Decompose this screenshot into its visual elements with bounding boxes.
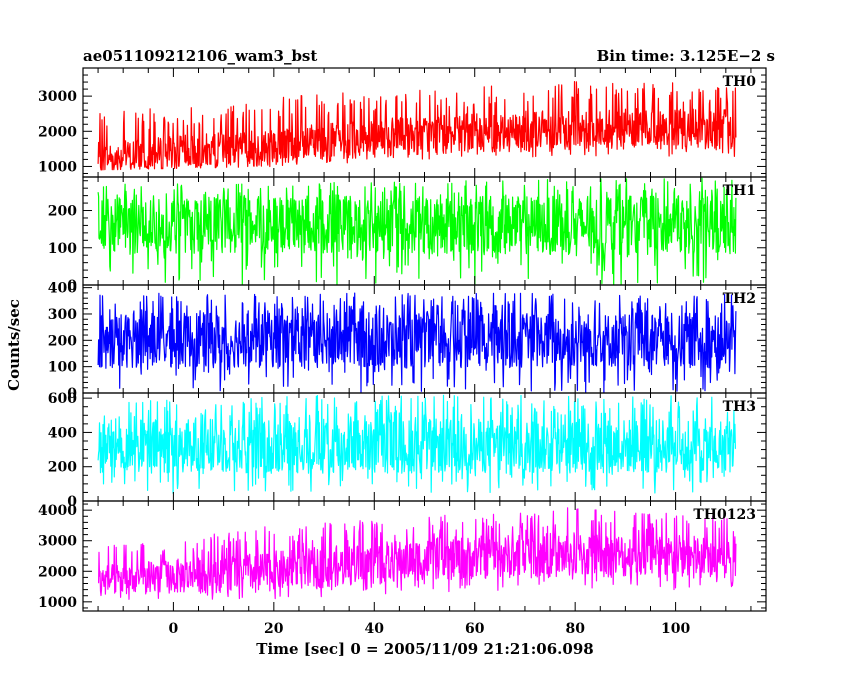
series-th1-line [97,177,737,286]
panel-th3: 0 200 400 600 TH3 [48,391,767,510]
y-tick-label: 2000 [38,124,77,140]
panel-label-th2: TH2 [723,291,756,307]
figure-title: ae051109212106_wam3_bst [83,47,317,65]
series-th3-line [97,394,737,494]
y-tick-label: 2000 [38,564,77,580]
panel-th0123: 1000 2000 3000 4000 TH0123 [38,500,767,612]
panel-th2: 0 100 200 300 400 TH2 [48,281,767,402]
panel-label-th3: TH3 [723,399,756,415]
y-tick-label: 0 [67,386,77,402]
bin-time-label: Bin time: 3.125E−2 s [597,47,775,65]
y-tick-label: 100 [48,241,77,257]
y-tick-label: 100 [48,360,77,376]
panel-th1: 0 100 200 TH1 [48,176,767,294]
y-tick-label: 3000 [38,89,77,105]
y-tick-label: 200 [48,204,77,220]
x-axis-label: Time [sec] 0 = 2005/11/09 21:21:06.098 [256,640,593,658]
y-tick-label: 400 [48,425,77,441]
panels: 100020003000TH00100200TH10100200300400TH… [38,67,767,637]
y-tick-label: 1000 [38,160,77,176]
x-tick-label: 100 [661,621,690,637]
y-axis-label: Counts/sec [5,299,23,391]
series-th0123-line [97,507,737,600]
x-tick-label: 40 [365,621,385,637]
panel-label-th0: TH0 [723,74,757,90]
x-tick-label: 60 [465,621,485,637]
panel-label-th0123: TH0123 [693,507,756,523]
series-th0-line [97,80,737,171]
y-tick-label: 400 [48,281,77,297]
x-tick-label: 80 [565,621,585,637]
x-tick-label: 0 [169,621,179,637]
panel-label-th1: TH1 [723,183,756,199]
y-tick-label: 0 [67,278,77,294]
panel-th0: 1000 2000 3000 TH0 [38,67,767,178]
series-th2-line [97,292,737,394]
y-tick-label: 4000 [38,503,77,519]
y-tick-label: 300 [48,307,77,323]
y-tick-label: 600 [48,391,77,407]
y-tick-label: 200 [48,460,77,476]
x-tick-label: 20 [264,621,284,637]
x-axis: 0 20 40 60 80 100 [169,621,691,637]
y-tick-label: 1000 [38,595,77,611]
y-tick-label: 0 [67,494,77,510]
y-tick-label: 200 [48,333,77,349]
y-tick-label: 3000 [38,534,77,550]
